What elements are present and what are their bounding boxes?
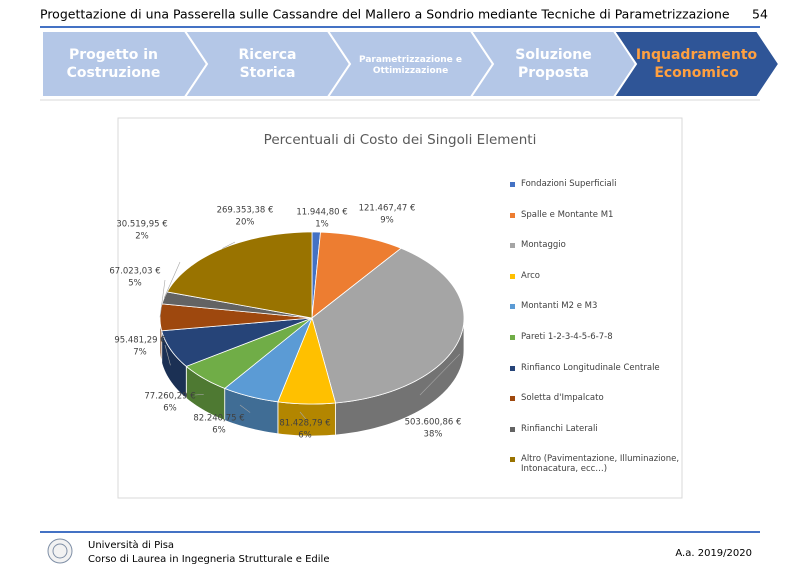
leader-line <box>239 404 251 413</box>
value-label: 67.023,03 € <box>109 267 160 277</box>
legend-item: Altro (Pavimentazione, Illuminazione, In… <box>510 454 680 485</box>
legend-swatch <box>510 243 515 249</box>
percent-label: 9% <box>380 216 394 226</box>
chart-title: Percentuali di Costo dei Singoli Element… <box>264 132 537 148</box>
value-label: 11.944,80 € <box>296 208 347 218</box>
leader-line <box>164 344 171 366</box>
legend-label: Montaggio <box>521 240 566 251</box>
leader-line <box>419 353 461 396</box>
legend-label: Rinfianchi Laterali <box>521 423 598 434</box>
percent-label: 2% <box>135 232 149 242</box>
nav-step <box>183 30 352 98</box>
legend-label: Arco <box>521 270 540 281</box>
value-label: 30.519,95 € <box>116 220 167 230</box>
percent-label: 1% <box>315 220 329 230</box>
value-label: 269.353,38 € <box>217 206 274 216</box>
slice <box>223 316 313 403</box>
legend-item: Rinfianchi Laterali <box>510 424 680 455</box>
leader-line <box>222 241 236 249</box>
legend-item: Montaggio <box>510 240 680 271</box>
leader-line <box>159 279 166 318</box>
legend-item: Pareti 1-2-3-4-5-6-7-8 <box>510 332 680 363</box>
nav-step-label: Parametrizzazione e Ottimizzazione <box>359 55 462 76</box>
slice <box>185 317 313 389</box>
slice <box>311 231 402 319</box>
legend-label: Rinfianco Longitudinale Centrale <box>521 362 660 373</box>
legend: Fondazioni Superficiali Spalle e Montante… <box>510 179 680 485</box>
slice <box>161 317 313 367</box>
legend-swatch <box>510 273 515 279</box>
university-name: Università di Pisa <box>88 539 174 551</box>
legend-label: Fondazioni Superficiali <box>521 179 617 189</box>
value-label: 82.240,75 € <box>193 414 244 424</box>
legend-label: Spalle e Montante M1 <box>521 209 614 220</box>
page-number: 54 <box>752 7 768 22</box>
slice <box>311 247 465 404</box>
leader-line <box>194 394 204 396</box>
legend-item: Arco <box>510 271 680 302</box>
university-logo <box>47 538 73 564</box>
legend-swatch <box>510 334 515 340</box>
legend-swatch <box>510 457 515 463</box>
percent-label: 7% <box>133 348 147 358</box>
leader-line <box>299 411 307 421</box>
course-name: Corso di Laurea in Ingegneria Struttural… <box>88 554 329 565</box>
value-label: 77.260,29 € <box>144 392 195 402</box>
legend-swatch <box>510 396 515 402</box>
university-logo-inner <box>52 543 68 559</box>
legend-label: Pareti 1-2-3-4-5-6-7-8 <box>521 331 613 342</box>
nav-step <box>612 30 781 98</box>
value-label: 121.467,47 € <box>359 204 416 214</box>
percent-label: 5% <box>128 279 142 289</box>
slice <box>277 316 337 405</box>
value-label: 95.481,29 € <box>114 336 165 346</box>
legend-swatch <box>510 182 515 187</box>
legend-item: Soletta d'Impalcato <box>510 393 680 424</box>
legend-label: Montanti M2 e M3 <box>521 301 598 312</box>
header-title: Progettazione di una Passerella sulle Ca… <box>40 7 730 22</box>
value-label: 503.600,86 € <box>405 418 462 428</box>
nav-step-label: Progetto in Costruzione <box>67 47 161 81</box>
legend-item: Spalle e Montante M1 <box>510 210 680 241</box>
leader-line <box>163 261 181 298</box>
legend-swatch <box>510 304 515 310</box>
legend-swatch <box>510 212 515 218</box>
nav-step-label: Soluzione Proposta <box>515 47 592 81</box>
nav-step <box>41 30 209 98</box>
legend-swatch <box>510 365 515 371</box>
pie: 11.944,80 € 1% 121.467,47 € 9% 503.600,86 € 3… <box>109 204 465 441</box>
nav-step-label: Inquadramento Economico <box>636 47 758 81</box>
percent-label: 38% <box>424 430 443 440</box>
nav-step-label: Ricerca Storica <box>238 47 296 81</box>
percent-label: 6% <box>212 426 226 436</box>
percent-label: 20% <box>236 218 255 228</box>
nav-step <box>469 30 638 98</box>
legend-swatch <box>510 426 515 432</box>
value-label: 81.428,79 € <box>279 419 330 429</box>
academic-year: A.a. 2019/2020 <box>675 548 752 559</box>
legend-label: Altro (Pavimentazione, Illuminazione, In… <box>521 454 680 475</box>
legend-item: Montanti M2 e M3 <box>510 301 680 332</box>
percent-label: 6% <box>298 431 312 441</box>
legend-item: Rinfianco Longitudinale Centrale <box>510 363 680 394</box>
nav-bar: Progetto in Costruzione Ricerca Storica Para… <box>41 30 781 98</box>
legend-label: Soletta d'Impalcato <box>521 393 604 404</box>
percent-label: 6% <box>163 404 177 414</box>
legend-item: Fondazioni Superficiali <box>510 179 680 210</box>
